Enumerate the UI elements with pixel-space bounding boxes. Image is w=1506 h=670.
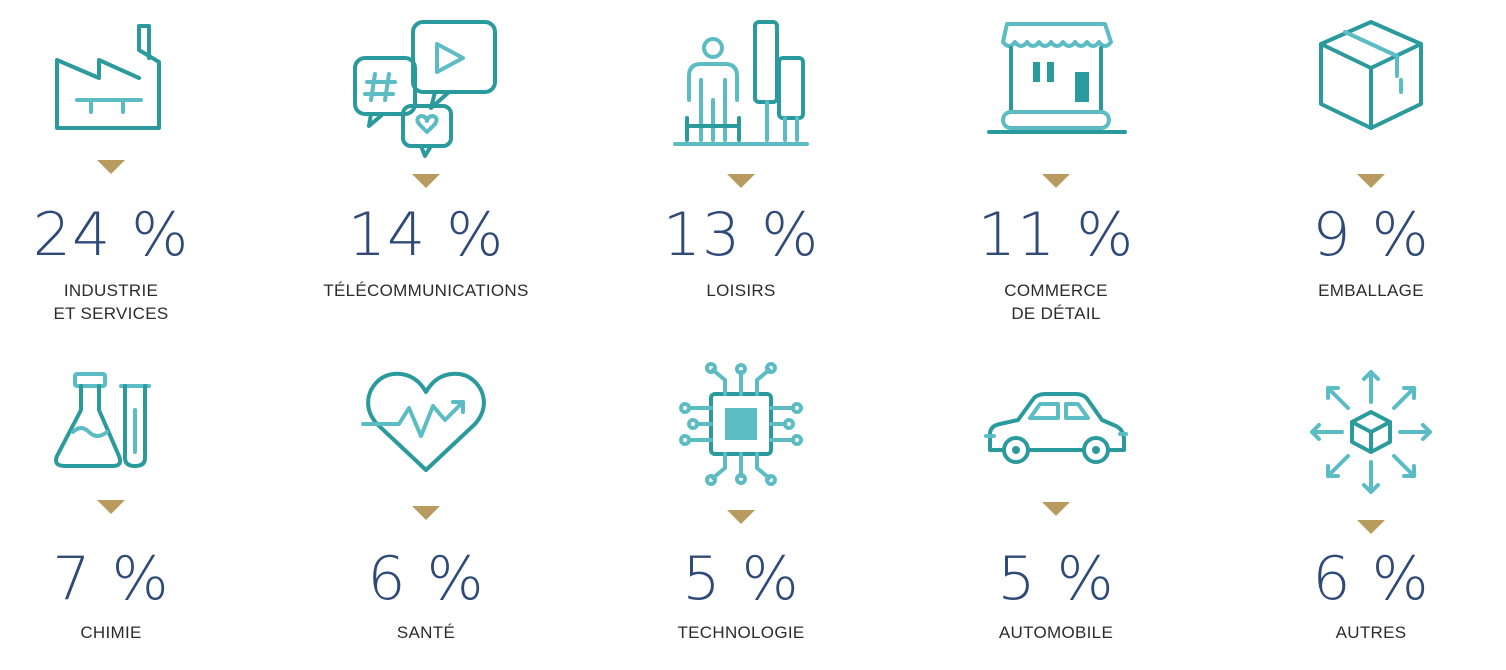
sector-percentage: 14 % bbox=[347, 200, 505, 270]
sector-label: TECHNOLOGIE bbox=[677, 623, 805, 642]
social-media-icon bbox=[276, 20, 576, 160]
marker-triangle bbox=[412, 506, 440, 520]
marker-triangle bbox=[1357, 174, 1385, 188]
factory-icon bbox=[0, 20, 261, 160]
leisure-icon bbox=[591, 20, 891, 160]
lab-flask-icon bbox=[0, 370, 261, 510]
marker-triangle bbox=[97, 500, 125, 514]
marker-triangle bbox=[412, 174, 440, 188]
sector-label: COMMERCE DE DÉTAIL bbox=[1004, 281, 1108, 323]
sector-label: AUTRES bbox=[1335, 623, 1407, 642]
sector-percentage: 11 % bbox=[977, 200, 1135, 270]
sector-label: SANTÉ bbox=[396, 623, 456, 642]
marker-triangle bbox=[1357, 520, 1385, 534]
sector-percentage: 6 % bbox=[1312, 544, 1430, 614]
car-icon bbox=[906, 390, 1206, 530]
sector-label: CHIMIE bbox=[80, 623, 142, 642]
heart-pulse-icon bbox=[276, 368, 576, 508]
sector-percentage: 9 % bbox=[1312, 200, 1430, 270]
sector-percentage: 5 % bbox=[997, 544, 1115, 614]
microchip-icon bbox=[591, 362, 891, 502]
marker-triangle bbox=[97, 160, 125, 174]
sector-percentage: 7 % bbox=[52, 544, 170, 614]
sector-percentage: 13 % bbox=[662, 200, 820, 270]
sector-label: EMBALLAGE bbox=[1318, 281, 1424, 300]
sector-label: INDUSTRIE ET SERVICES bbox=[53, 281, 169, 323]
sector-label: TÉLÉCOMMUNICATIONS bbox=[323, 281, 529, 300]
sector-label: LOISIRS bbox=[706, 281, 776, 300]
marker-triangle bbox=[1042, 174, 1070, 188]
marker-triangle bbox=[727, 174, 755, 188]
sector-label: AUTOMOBILE bbox=[998, 623, 1114, 642]
marker-triangle bbox=[727, 510, 755, 524]
package-box-icon bbox=[1221, 18, 1506, 158]
sector-percentage: 24 % bbox=[32, 200, 190, 270]
distribution-icon bbox=[1221, 366, 1506, 506]
sector-percentage: 5 % bbox=[682, 544, 800, 614]
storefront-icon bbox=[906, 20, 1206, 160]
marker-triangle bbox=[1042, 502, 1070, 516]
sector-percentage: 6 % bbox=[367, 544, 485, 614]
